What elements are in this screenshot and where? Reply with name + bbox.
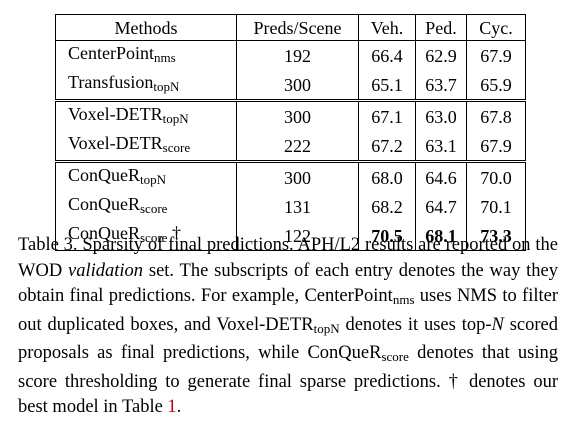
method-cell: ConQueRscore <box>55 192 237 221</box>
preds-cell: 131 <box>236 192 359 221</box>
table-row: ConQueRscore † 122 70.5 68.1 73.3 <box>55 221 526 251</box>
preds-cell: 300 <box>236 160 359 192</box>
table-row: ConQueRscore 131 68.2 64.7 70.1 <box>55 192 526 221</box>
table-row: TransfusiontopN 300 65.1 63.7 65.9 <box>55 70 526 101</box>
veh-cell: 67.2 <box>358 131 416 162</box>
ped-cell: 64.6 <box>415 160 467 192</box>
header-veh: Veh. <box>358 14 416 41</box>
method-cell: ConQueRscore † <box>55 221 237 251</box>
header-ped: Ped. <box>415 14 467 41</box>
cyc-cell: 65.9 <box>466 70 526 101</box>
veh-cell: 65.1 <box>358 70 416 101</box>
cyc-cell: 70.0 <box>466 160 526 192</box>
veh-cell: 67.1 <box>358 99 416 131</box>
table-row: Voxel-DETRtopN 300 67.1 63.0 67.8 <box>55 99 526 131</box>
ped-cell: 63.0 <box>415 99 467 131</box>
table-row: CenterPointnms 192 66.4 62.9 67.9 <box>55 40 526 70</box>
header-preds-scene: Preds/Scene <box>236 14 359 41</box>
method-cell: TransfusiontopN <box>55 70 237 101</box>
method-cell: Voxel-DETRtopN <box>55 99 237 131</box>
preds-cell: 192 <box>236 40 359 70</box>
ped-cell: 68.1 <box>415 221 467 251</box>
header-cyc: Cyc. <box>466 14 526 41</box>
method-cell: Voxel-DETRscore <box>55 131 237 162</box>
cyc-cell: 70.1 <box>466 192 526 221</box>
ped-cell: 63.1 <box>415 131 467 162</box>
table-caption: Table 3. Sparsity of final predictions. … <box>18 235 559 417</box>
ped-cell: 62.9 <box>415 40 467 70</box>
header-methods: Methods <box>55 14 237 41</box>
table-row: ConQueRtopN 300 68.0 64.6 70.0 <box>55 160 526 192</box>
veh-cell: 68.2 <box>358 192 416 221</box>
cyc-cell: 67.8 <box>466 99 526 131</box>
preds-cell: 222 <box>236 131 359 162</box>
sparsity-table: Methods Preds/Scene Veh. Ped. Cyc. Cente… <box>55 14 526 251</box>
preds-cell: 300 <box>236 70 359 101</box>
veh-cell: 68.0 <box>358 160 416 192</box>
preds-cell: 122 <box>236 221 359 251</box>
table-row: Voxel-DETRscore 222 67.2 63.1 67.9 <box>55 131 526 162</box>
table-header-row: Methods Preds/Scene Veh. Ped. Cyc. <box>55 14 526 41</box>
dagger-mark: † <box>171 223 181 243</box>
ped-cell: 64.7 <box>415 192 467 221</box>
method-cell: ConQueRtopN <box>55 160 237 192</box>
preds-cell: 300 <box>236 99 359 131</box>
cyc-cell: 73.3 <box>466 221 526 251</box>
sparsity-table-container: Methods Preds/Scene Veh. Ped. Cyc. Cente… <box>55 14 526 251</box>
table-reference-link[interactable]: 1 <box>167 397 177 417</box>
cyc-cell: 67.9 <box>466 131 526 162</box>
veh-cell: 66.4 <box>358 40 416 70</box>
method-cell: CenterPointnms <box>55 40 237 70</box>
cyc-cell: 67.9 <box>466 40 526 70</box>
ped-cell: 63.7 <box>415 70 467 101</box>
